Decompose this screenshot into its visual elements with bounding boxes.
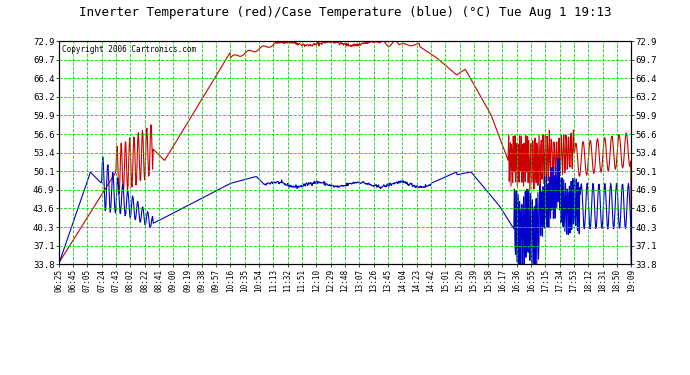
Text: Copyright 2006 Cartronics.com: Copyright 2006 Cartronics.com xyxy=(61,45,196,54)
Text: Inverter Temperature (red)/Case Temperature (blue) (°C) Tue Aug 1 19:13: Inverter Temperature (red)/Case Temperat… xyxy=(79,6,611,19)
